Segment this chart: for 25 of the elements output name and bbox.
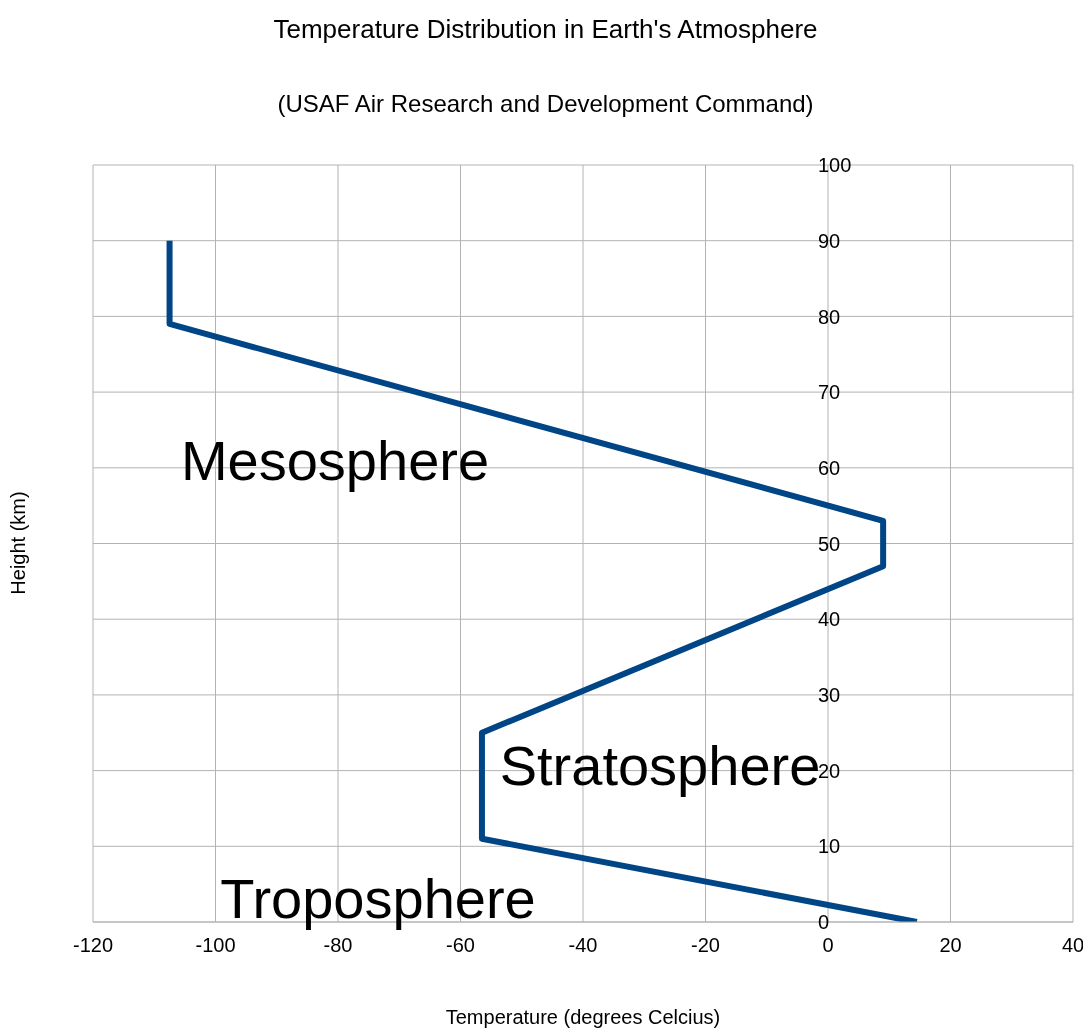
chart-subtitle: (USAF Air Research and Development Command) — [276, 90, 815, 118]
x-axis-title: Temperature (degrees Celcius) — [444, 1006, 722, 1029]
x-tick-label: -40 — [568, 934, 598, 957]
y-tick-label: 20 — [818, 759, 841, 782]
chart-title: Temperature Distribution in Earth's Atmosphere — [272, 14, 819, 45]
y-tick-label: 60 — [818, 456, 841, 479]
annotation: Mesosphere — [180, 427, 490, 493]
y-tick-label: 0 — [818, 911, 830, 934]
y-tick-label: 80 — [818, 305, 841, 328]
x-tick-label: 20 — [939, 934, 962, 957]
y-tick-label: 90 — [818, 229, 841, 252]
x-tick-label: -60 — [446, 934, 475, 957]
y-tick-label: 40 — [818, 608, 841, 631]
annotation: Troposphere — [220, 865, 536, 931]
y-tick-label: 100 — [818, 154, 852, 177]
y-tick-label: 30 — [818, 684, 841, 706]
y-axis-title: Height (km) — [6, 491, 30, 595]
x-tick-label: -20 — [691, 934, 720, 957]
y-tick-label: 10 — [818, 835, 841, 858]
y-tick-label: 70 — [818, 381, 841, 404]
x-tick-label: -80 — [323, 934, 353, 957]
x-tick-label: -100 — [195, 934, 236, 957]
y-tick-label: 50 — [818, 532, 841, 555]
x-tick-label: -120 — [72, 934, 114, 957]
x-tick-label: 40 — [1061, 934, 1085, 957]
